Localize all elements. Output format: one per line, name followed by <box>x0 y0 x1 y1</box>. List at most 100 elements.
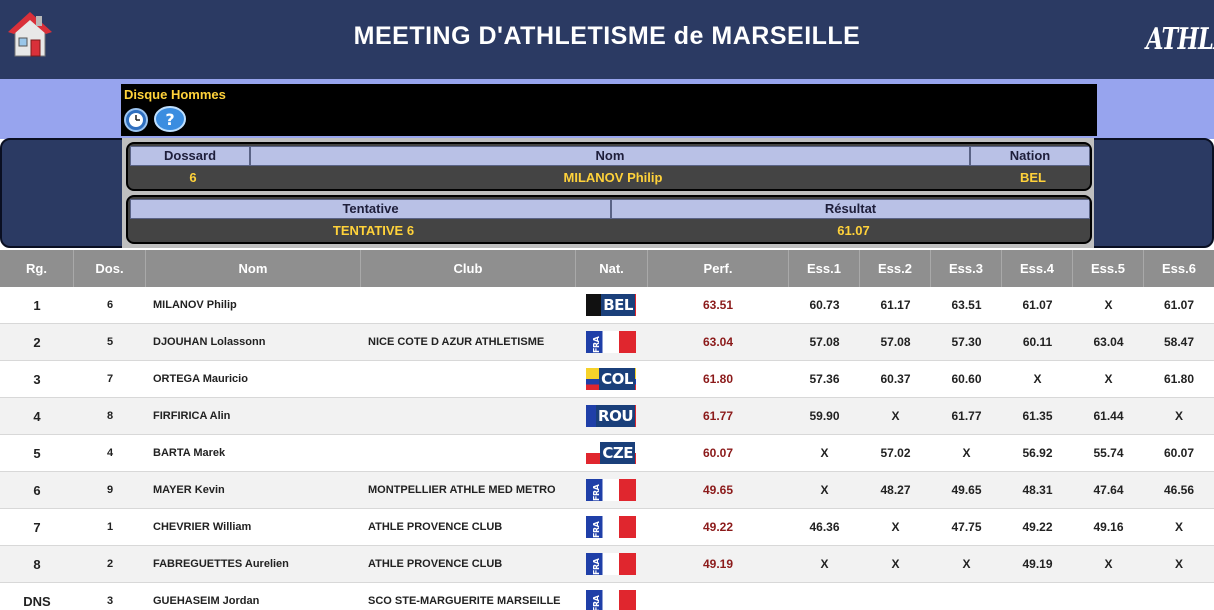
event-title: Disque Hommes <box>124 87 226 102</box>
perf-cell <box>648 583 788 610</box>
table-row[interactable]: 4 8 FIRFIRICA Alin ROU 61.77 59.90 X 61.… <box>0 398 1214 435</box>
rank-cell: 3 <box>33 372 41 387</box>
col-rg: Rg. <box>0 250 74 287</box>
nation-code: FRA <box>592 336 601 353</box>
table-row[interactable]: DNS 3 GUEHASEIM Jordan SCO STE-MARGUERIT… <box>0 583 1214 610</box>
rank-cell: 1 <box>33 298 41 313</box>
attempt-cell: 58.47 <box>1163 335 1195 349</box>
rank-cell: 4 <box>33 409 41 424</box>
name-cell: MILANOV Philip <box>153 299 237 311</box>
rank-cell: DNS <box>23 594 51 609</box>
nation-code: FRA <box>592 484 601 501</box>
attempt-cell: 60.07 <box>1163 446 1195 460</box>
dossard-cell: 9 <box>106 484 114 496</box>
col-ess2: Ess.2 <box>860 250 931 287</box>
flag-fra-icon: FRA <box>586 331 636 353</box>
dossard-cell: 6 <box>106 299 114 311</box>
attempt-cell: X <box>1174 557 1183 571</box>
attempt-cell <box>789 583 860 610</box>
table-row[interactable]: 3 7 ORTEGA Mauricio COL 61.80 57.36 60.3… <box>0 361 1214 398</box>
event-box: Disque Hommes ? <box>121 84 1097 136</box>
name-cell: FABREGUETTES Aurelien <box>153 558 289 570</box>
table-row[interactable]: 1 6 MILANOV Philip BEL 63.51 60.73 61.17… <box>0 287 1214 324</box>
attempt-cell <box>1144 583 1214 610</box>
help-icon[interactable]: ? <box>153 105 187 133</box>
rank-cell: 5 <box>33 446 41 461</box>
table-row[interactable]: 7 1 CHEVRIER William ATHLE PROVENCE CLUB… <box>0 509 1214 546</box>
attempt-cell <box>931 583 1002 610</box>
attempt-cell: 63.04 <box>1093 335 1124 349</box>
club-cell <box>368 361 573 398</box>
attempt-cell: 63.51 <box>951 298 982 312</box>
attempt-cell: 60.60 <box>951 372 982 386</box>
attempt-cell: 57.08 <box>809 335 840 349</box>
attempt-cell: X <box>1174 520 1183 534</box>
attempt-cell: 47.64 <box>1093 483 1124 497</box>
flag-cze-icon: CZE <box>586 442 636 464</box>
attempt-cell: 61.77 <box>951 409 982 423</box>
table-row[interactable]: 6 9 MAYER Kevin MONTPELLIER ATHLE MED ME… <box>0 472 1214 509</box>
athle-logo: ATHLÉ <box>1146 22 1214 57</box>
dossard-cell: 1 <box>106 521 114 533</box>
flag-fra-icon: FRA <box>586 479 636 501</box>
col-club: Club <box>361 250 576 287</box>
nation-code: FRA <box>592 521 601 538</box>
page-title: MEETING D'ATHLETISME de MARSEILLE <box>353 22 861 50</box>
club-cell: SCO STE-MARGUERITE MARSEILLE <box>368 595 561 607</box>
nation-cell: ROU <box>583 398 639 435</box>
attempt-cell: X <box>820 483 829 497</box>
nation-cell: COL <box>583 361 639 398</box>
attempt-info-box: Tentative Résultat TENTATIVE 6 61.07 <box>126 195 1092 244</box>
club-cell <box>368 398 573 435</box>
attempt-cell: 49.19 <box>1022 557 1053 571</box>
attempt-cell: 46.36 <box>809 520 840 534</box>
nation-cell: BEL <box>583 287 639 324</box>
col-ess3: Ess.3 <box>931 250 1002 287</box>
attempt-cell: 55.74 <box>1093 446 1124 460</box>
perf-cell: 60.07 <box>702 446 734 460</box>
clock-icon[interactable] <box>123 107 149 133</box>
attempt-cell: X <box>1174 409 1183 423</box>
attempt-cell: X <box>820 557 829 571</box>
nation-cell: FRA <box>583 583 639 610</box>
nation-code: BEL <box>601 294 635 316</box>
club-cell: ATHLE PROVENCE CLUB <box>368 521 503 533</box>
attempt-cell: 49.65 <box>951 483 982 497</box>
attempt-cell: 60.11 <box>1022 335 1053 349</box>
attempt-cell: 61.17 <box>880 298 911 312</box>
attempt-cell: 57.36 <box>809 372 840 386</box>
tentative-header: Tentative <box>130 199 611 219</box>
dossard-cell: 2 <box>106 558 114 570</box>
name-cell: BARTA Marek <box>153 447 226 459</box>
rank-cell: 8 <box>33 557 41 572</box>
name-cell: DJOUHAN Lolassonn <box>153 336 266 348</box>
attempt-cell: 48.27 <box>880 483 911 497</box>
table-row[interactable]: 8 2 FABREGUETTES Aurelien ATHLE PROVENCE… <box>0 546 1214 583</box>
nation-cell: FRA <box>583 546 639 583</box>
flag-fra-icon: FRA <box>586 553 636 575</box>
attempt-cell: X <box>962 446 971 460</box>
attempt-cell: X <box>1104 298 1113 312</box>
home-icon[interactable] <box>6 10 54 60</box>
col-ess5: Ess.5 <box>1073 250 1144 287</box>
table-row[interactable]: 5 4 BARTA Marek CZE 60.07 X 57.02 X 56.9… <box>0 435 1214 472</box>
flag-fra-icon: FRA <box>586 516 636 538</box>
attempt-cell: X <box>1104 372 1113 386</box>
club-cell: NICE COTE D AZUR ATHLETISME <box>368 336 545 348</box>
attempt-cell: 49.16 <box>1093 520 1124 534</box>
attempt-cell: X <box>891 409 900 423</box>
flag-col-icon: COL <box>586 368 636 390</box>
tentative-value: TENTATIVE 6 <box>332 223 415 238</box>
nom-header: Nom <box>250 146 970 166</box>
results-table-header: Rg. Dos. Nom Club Nat. Perf. Ess.1 Ess.2… <box>0 250 1214 287</box>
col-ess1: Ess.1 <box>789 250 860 287</box>
table-row[interactable]: 2 5 DJOUHAN Lolassonn NICE COTE D AZUR A… <box>0 324 1214 361</box>
col-perf: Perf. <box>648 250 789 287</box>
dossard-header: Dossard <box>130 146 250 166</box>
col-nat: Nat. <box>576 250 648 287</box>
name-cell: MAYER Kevin <box>153 484 225 496</box>
nation-cell: FRA <box>583 472 639 509</box>
attempt-cell: 57.30 <box>951 335 982 349</box>
name-cell: FIRFIRICA Alin <box>153 410 231 422</box>
attempt-cell: X <box>1033 372 1042 386</box>
